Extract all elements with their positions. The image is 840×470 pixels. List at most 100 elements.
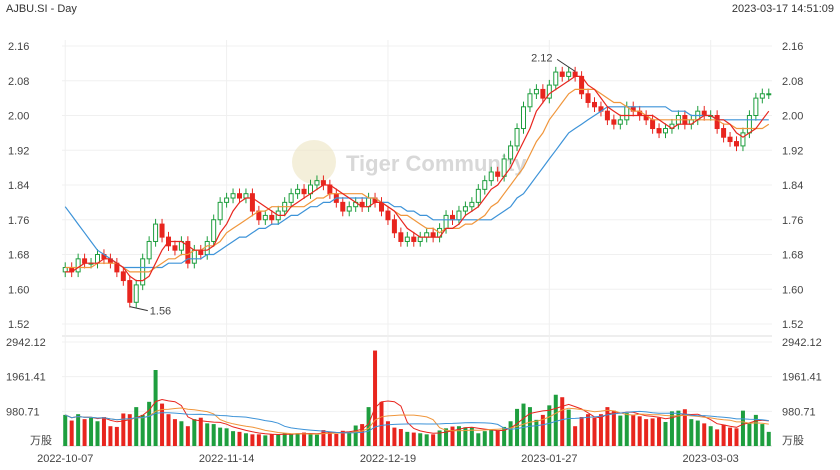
annotations: 1.56 2.12	[129, 52, 576, 318]
volume-bar	[172, 419, 177, 446]
volume-bar	[734, 428, 739, 446]
volume-bar	[276, 434, 281, 446]
candle-body	[295, 188, 301, 195]
ma10-line	[65, 88, 770, 273]
volume-bar	[366, 407, 371, 446]
volume-bars	[63, 350, 771, 446]
date-axis: 2022-10-07 2022-11-14 2022-12-19 2023-01-27…	[37, 453, 739, 465]
volume-bar	[579, 417, 584, 446]
candle-body	[346, 206, 352, 212]
candle-body	[204, 240, 210, 255]
candle-body	[120, 271, 126, 282]
candle-body	[488, 171, 494, 182]
volume-tick-label-left: 980.71	[6, 406, 40, 418]
candle-body	[262, 214, 268, 221]
price-tick-label-right: 2.00	[782, 111, 803, 123]
volume-unit-left: 万股	[30, 434, 52, 447]
volume-bar	[740, 410, 745, 446]
price-tick-label-left: 1.92	[8, 145, 29, 157]
volume-bar	[502, 426, 507, 446]
volume-bar	[205, 423, 210, 446]
volume-bar	[63, 414, 68, 446]
price-tick-label-right: 1.60	[782, 284, 803, 296]
volume-bar	[185, 426, 190, 446]
candle-body	[759, 93, 765, 99]
candle-body	[159, 223, 165, 238]
volume-bar	[508, 421, 513, 446]
candle-body	[249, 193, 255, 212]
volume-bar	[702, 423, 707, 446]
candle-body	[572, 71, 578, 77]
candle-body	[733, 141, 740, 147]
volume-bar	[95, 421, 100, 446]
price-tick-label-left: 1.76	[8, 215, 29, 227]
volume-bar	[476, 433, 481, 446]
volume-bar	[482, 431, 487, 446]
candle-body	[198, 249, 204, 255]
volume-bar	[592, 417, 597, 446]
volume-bar	[405, 431, 410, 446]
candle-body	[585, 93, 591, 103]
volume-bar	[89, 417, 94, 446]
volume-bar	[82, 419, 87, 446]
volume-bar	[192, 419, 197, 446]
ma20-line	[64, 106, 769, 269]
volume-bar	[573, 426, 578, 446]
volume-bar	[676, 410, 681, 446]
candle-body	[391, 219, 397, 234]
volume-bar	[347, 431, 352, 446]
volume-bar	[553, 394, 558, 446]
low-callout-line	[129, 306, 148, 312]
candle-body	[417, 236, 423, 242]
candle-body	[746, 115, 752, 134]
volume-bar	[256, 434, 261, 446]
volume-bar	[721, 424, 726, 446]
volume-bar	[631, 414, 636, 446]
low-callout-label: 1.56	[150, 306, 171, 318]
volume-bar	[289, 433, 294, 446]
volume-bar	[728, 427, 733, 446]
candle-body	[320, 180, 326, 186]
volume-bar	[250, 434, 255, 446]
volume-bar	[340, 430, 345, 446]
high-callout-line	[556, 58, 576, 72]
candle-body	[591, 101, 598, 108]
volume-bar	[224, 428, 229, 446]
candle-body	[146, 240, 152, 260]
volume-bar	[695, 420, 700, 446]
volume-bar	[760, 424, 765, 446]
volume-bar	[392, 427, 397, 446]
date-tick-label: 2022-10-07	[37, 453, 93, 465]
volume-bar	[101, 417, 106, 446]
candle-body	[411, 236, 417, 242]
candle-body	[495, 171, 501, 177]
volume-bar	[237, 431, 242, 446]
volume-bar	[211, 424, 216, 446]
volume-bar	[411, 432, 416, 446]
volume-bar	[611, 410, 616, 446]
candle-body	[301, 188, 307, 195]
volume-bar	[495, 430, 500, 446]
volume-bar	[663, 421, 668, 446]
volume-bar	[127, 414, 132, 446]
price-tick-label-right: 1.84	[782, 180, 803, 192]
candle-body	[62, 267, 68, 273]
candle-body	[133, 284, 139, 303]
price-tick-label-left: 1.84	[8, 180, 29, 192]
volume-bar	[108, 426, 113, 446]
volume-bar	[689, 419, 694, 446]
volume-bar	[450, 426, 455, 446]
price-tick-label-left: 1.60	[8, 284, 29, 296]
volume-bar	[327, 431, 332, 446]
candle-body	[269, 214, 275, 221]
volume-bar	[314, 434, 319, 446]
volume-bar	[134, 407, 139, 446]
candle-body	[753, 97, 759, 116]
volume-ma-line	[65, 410, 769, 434]
volume-bar	[456, 426, 461, 446]
candle-body	[701, 110, 707, 116]
candle-body	[740, 132, 746, 147]
candle-body	[153, 223, 159, 242]
price-tick-label-left: 2.00	[8, 111, 29, 123]
